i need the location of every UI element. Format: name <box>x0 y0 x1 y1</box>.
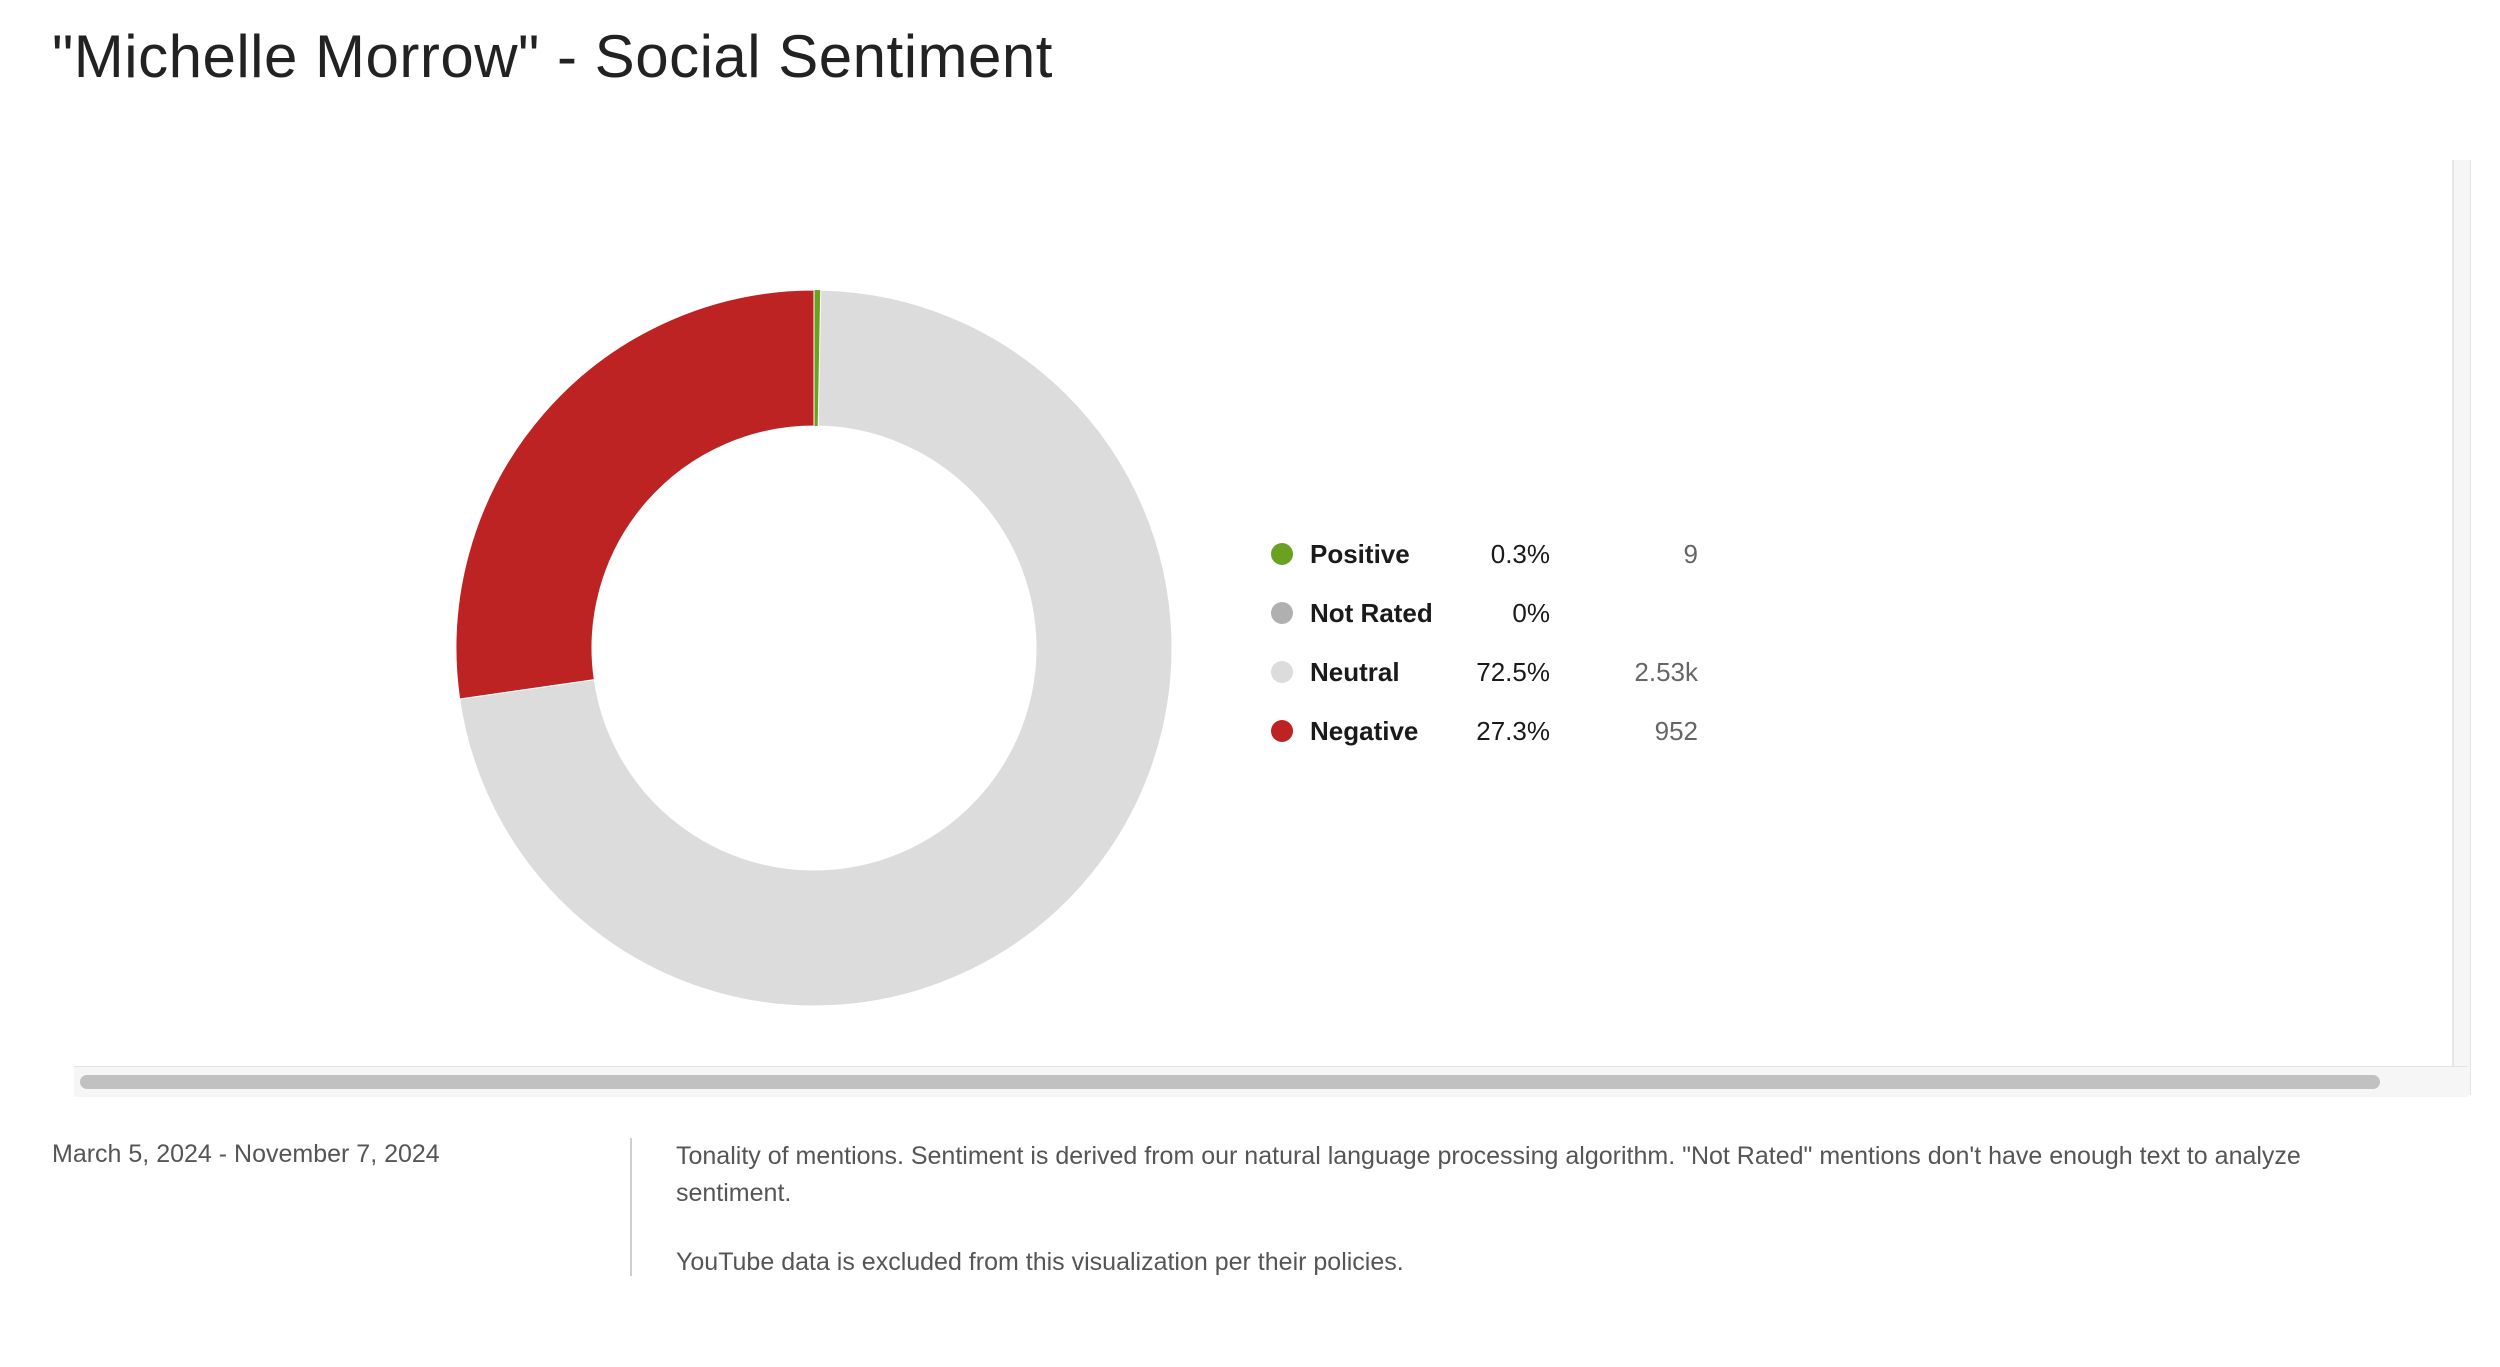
legend-label: Neutral <box>1310 657 1400 687</box>
legend-item-negative[interactable]: Negative 27.3% 952 <box>1268 705 1728 764</box>
footer-divider <box>630 1138 632 1276</box>
horizontal-scrollbar-thumb[interactable] <box>80 1075 2380 1089</box>
chart-description: Tonality of mentions. Sentiment is deriv… <box>676 1142 2301 1207</box>
legend-percent: 0% <box>1512 598 1550 628</box>
chart-note: YouTube data is excluded from this visua… <box>676 1248 1404 1276</box>
legend-dot <box>1271 661 1293 683</box>
legend-item-positive[interactable]: Positive 0.3% 9 <box>1268 528 1728 587</box>
donut-slices <box>455 289 1173 1007</box>
legend-dot <box>1271 543 1293 565</box>
donut-slice-negative[interactable] <box>455 289 815 700</box>
legend-dot <box>1271 720 1293 742</box>
donut-slice-positive[interactable] <box>814 290 821 427</box>
donut-slice-neutral[interactable] <box>459 289 1173 1007</box>
date-range: March 5, 2024 - November 7, 2024 <box>52 1140 440 1168</box>
legend-label: Negative <box>1310 716 1419 746</box>
legend-count: 2.53k <box>1634 657 1698 687</box>
legend-label: Positive <box>1310 539 1410 569</box>
legend-count: 952 <box>1654 716 1698 746</box>
legend-percent: 0.3% <box>1490 539 1550 569</box>
legend-percent: 72.5% <box>1476 657 1550 687</box>
legend-label: Not Rated <box>1310 598 1433 628</box>
legend-item-not-rated[interactable]: Not Rated 0% <box>1268 587 1728 646</box>
page-title: "Michelle Morrow" - Social Sentiment <box>52 23 1053 90</box>
legend-item-neutral[interactable]: Neutral 72.5% 2.53k <box>1268 646 1728 705</box>
legend-percent: 27.3% <box>1476 716 1550 746</box>
chart-legend: Positive 0.3% 9 Not Rated 0% Neutral 72.5% 2.53… <box>1268 528 1728 764</box>
legend-count: 9 <box>1683 539 1698 569</box>
legend-dot <box>1271 602 1293 624</box>
